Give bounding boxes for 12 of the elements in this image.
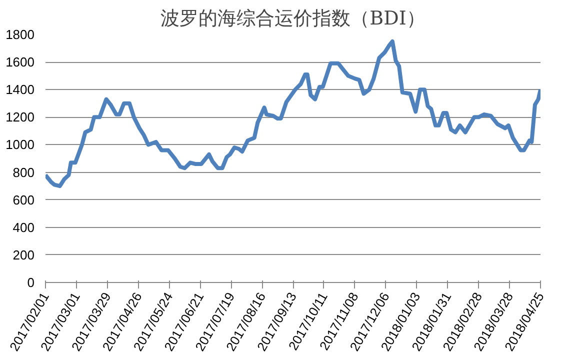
y-tick-label: 0 [27,275,35,290]
line-series [46,39,540,188]
chart-title: 波罗的海综合运价指数（BDI） [160,8,426,30]
y-tick-label: 800 [12,164,35,180]
y-tick-label: 200 [12,247,35,262]
y-tick-label: 400 [12,220,35,235]
y-tick-label: 1200 [6,110,34,125]
y-tick-label: 1400 [6,82,34,98]
y-tick-label: 600 [12,192,35,208]
y-tick-label: 1000 [6,137,34,152]
y-tick-label: 1800 [6,27,34,42]
y-tick-label: 1600 [6,54,34,70]
